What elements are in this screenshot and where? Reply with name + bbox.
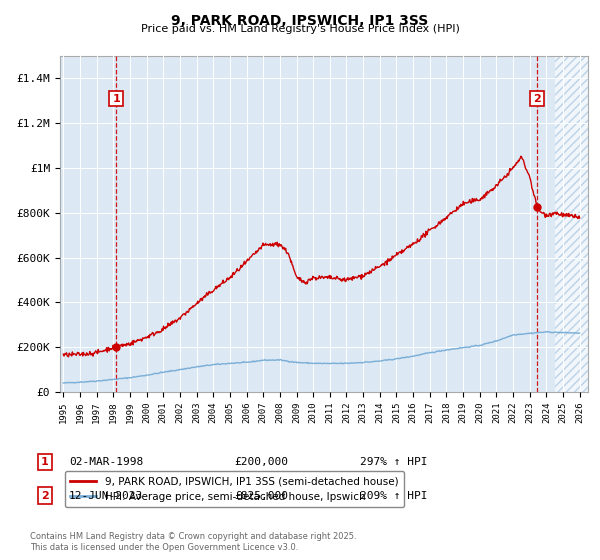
Text: Price paid vs. HM Land Registry's House Price Index (HPI): Price paid vs. HM Land Registry's House … bbox=[140, 24, 460, 34]
Text: £825,000: £825,000 bbox=[234, 491, 288, 501]
Bar bbox=[554, 56, 588, 392]
Text: £200,000: £200,000 bbox=[234, 457, 288, 467]
Text: 2: 2 bbox=[533, 94, 541, 104]
Text: 9, PARK ROAD, IPSWICH, IP1 3SS: 9, PARK ROAD, IPSWICH, IP1 3SS bbox=[172, 14, 428, 28]
Text: 209% ↑ HPI: 209% ↑ HPI bbox=[360, 491, 427, 501]
Text: 02-MAR-1998: 02-MAR-1998 bbox=[69, 457, 143, 467]
Text: 1: 1 bbox=[41, 457, 49, 467]
Text: 12-JUN-2023: 12-JUN-2023 bbox=[69, 491, 143, 501]
Bar bbox=[554, 56, 588, 392]
Text: Contains HM Land Registry data © Crown copyright and database right 2025.
This d: Contains HM Land Registry data © Crown c… bbox=[30, 532, 356, 552]
Text: 2: 2 bbox=[41, 491, 49, 501]
Legend: 9, PARK ROAD, IPSWICH, IP1 3SS (semi-detached house), HPI: Average price, semi-d: 9, PARK ROAD, IPSWICH, IP1 3SS (semi-det… bbox=[65, 471, 404, 507]
Text: 1: 1 bbox=[112, 94, 120, 104]
Text: 297% ↑ HPI: 297% ↑ HPI bbox=[360, 457, 427, 467]
